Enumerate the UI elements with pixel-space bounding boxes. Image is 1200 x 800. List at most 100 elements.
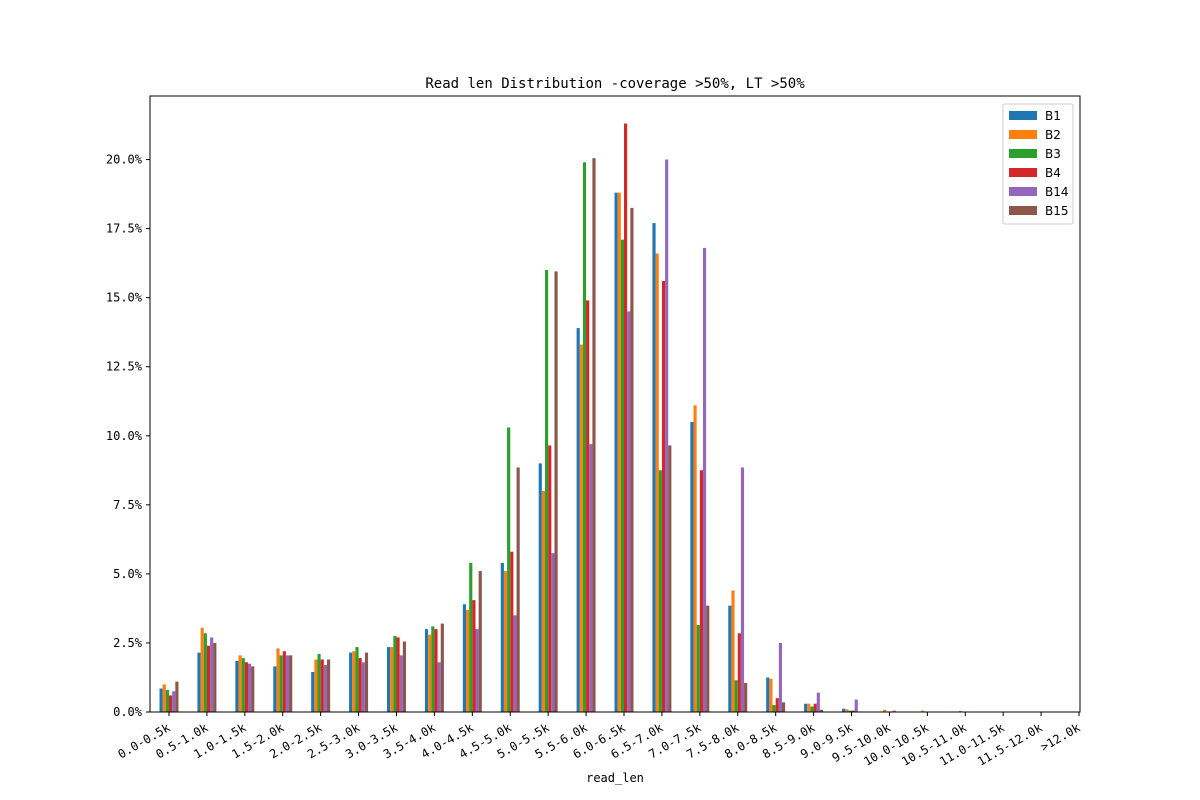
bar-B1-8.0-8.5k	[766, 677, 770, 712]
bar-B14-0.0-0.5k	[172, 691, 176, 712]
bar-B4-4.5-5.0k	[510, 551, 514, 712]
bar-B15-6.5-7.0k	[668, 445, 672, 712]
bar-B15-0.5-1.0k	[213, 642, 217, 712]
bars-layer	[159, 123, 963, 713]
bar-B2-0.5-1.0k	[200, 627, 204, 712]
bar-B15-1.5-2.0k	[289, 655, 293, 712]
y-tick-label: 20.0%	[106, 153, 143, 167]
bar-B3-0.0-0.5k	[165, 689, 169, 712]
bar-B2-10.5-11.0k	[958, 710, 963, 712]
bar-B2-5.0-5.5k	[541, 491, 546, 712]
legend-item-B2: B2	[1009, 128, 1061, 142]
bar-B4-1.5-2.0k	[282, 651, 286, 712]
bar-B1-3.0-3.5k	[387, 647, 391, 712]
bar-B14-4.5-5.0k	[513, 615, 517, 712]
legend: B1 B2 B3 B4 B14 B15	[1002, 103, 1074, 225]
series-B1	[159, 192, 922, 712]
bar-B1-2.0-2.5k	[311, 671, 315, 712]
bar-B3-1.0-1.5k	[241, 658, 245, 712]
bar-B15-2.0-2.5k	[326, 659, 331, 712]
bar-B14-7.5-8.0k	[740, 467, 745, 712]
bar-B1-9.0-9.5k	[842, 708, 846, 712]
bar-B1-1.0-1.5k	[235, 660, 239, 712]
bar-B1-5.5-6.0k	[576, 328, 580, 712]
bar-B1-3.5-4.0k	[424, 629, 429, 712]
bar-B1-2.5-3.0k	[349, 652, 353, 712]
bar-B4-3.0-3.5k	[396, 637, 400, 712]
bar-B15-5.5-6.0k	[592, 158, 596, 712]
x-axis-label: read_len	[586, 771, 644, 785]
bar-B14-4.0-4.5k	[475, 629, 479, 712]
bar-B15-4.5-5.0k	[516, 467, 520, 712]
bar-B15-7.5-8.0k	[744, 683, 748, 712]
bar-B2-5.5-6.0k	[579, 344, 583, 712]
bar-B2-6.5-7.0k	[655, 253, 659, 712]
y-tick-label: 10.0%	[106, 429, 143, 443]
series-B15	[175, 158, 861, 712]
legend-label: B4	[1045, 166, 1061, 180]
bar-B1-7.5-8.0k	[728, 605, 732, 712]
legend-label: B15	[1045, 204, 1069, 218]
bar-B15-5.0-5.5k	[554, 271, 558, 712]
bar-B3-3.5-4.0k	[431, 626, 435, 712]
bar-B14-5.0-5.5k	[551, 553, 555, 712]
bar-B3-4.5-5.0k	[507, 427, 511, 712]
bar-B2-1.0-1.5k	[238, 655, 242, 712]
series-B2	[162, 192, 963, 712]
bar-B2-10.0-10.5k	[921, 710, 925, 712]
bar-B4-6.5-7.0k	[661, 281, 666, 712]
bar-B1-1.5-2.0k	[273, 666, 277, 712]
bar-B1-8.5-9.0k	[804, 703, 808, 712]
bar-B14-6.0-6.5k	[627, 311, 631, 712]
bar-B2-4.0-4.5k	[466, 609, 470, 712]
legend-swatch	[1009, 111, 1037, 120]
bar-B14-5.5-6.0k	[589, 444, 593, 712]
bar-B1-0.0-0.5k	[159, 688, 163, 712]
y-axis: 0.0% 2.5% 5.0% 7.5% 10.0% 12.5% 15.0% 17.5% 20.0…	[106, 153, 150, 719]
legend-swatch	[1009, 130, 1037, 139]
bar-B2-2.0-2.5k	[314, 659, 318, 712]
bar-B4-2.0-2.5k	[320, 659, 324, 712]
bar-B4-8.0-8.5k	[775, 698, 779, 712]
bar-B15-0.0-0.5k	[175, 681, 179, 712]
legend-label: B1	[1045, 109, 1061, 123]
bar-B15-2.5-3.0k	[364, 652, 369, 712]
chart-title: Read len Distribution -coverage >50%, LT…	[425, 76, 805, 92]
bar-B3-3.0-3.5k	[393, 636, 397, 712]
bar-B3-2.5-3.0k	[355, 647, 359, 712]
plot-frame	[149, 95, 1081, 713]
bar-B14-6.5-7.0k	[665, 159, 669, 712]
bar-B4-2.5-3.0k	[358, 658, 362, 712]
bar-B4-5.5-6.0k	[586, 300, 590, 712]
bar-B4-1.0-1.5k	[244, 662, 248, 712]
bar-B4-3.5-4.0k	[434, 629, 438, 712]
bar-B4-0.0-0.5k	[169, 695, 173, 712]
y-tick-label: 2.5%	[113, 636, 143, 650]
bar-B3-6.0-6.5k	[620, 239, 624, 712]
bar-B4-6.0-6.5k	[624, 123, 628, 713]
bar-B2-3.5-4.0k	[428, 634, 432, 712]
bar-B3-4.0-4.5k	[469, 562, 473, 712]
series-B14	[172, 159, 896, 712]
bar-B1-4.5-5.0k	[500, 562, 504, 712]
bar-B3-9.0-9.5k	[848, 710, 852, 712]
bar-B15-7.0-7.5k	[706, 605, 710, 712]
bar-B14-9.0-9.5k	[854, 699, 858, 712]
bar-B14-3.5-4.0k	[437, 662, 441, 712]
bar-B2-9.0-9.5k	[845, 709, 849, 712]
legend-item-B1: B1	[1009, 109, 1061, 123]
legend-label: B14	[1045, 185, 1069, 199]
bar-B3-8.0-8.5k	[772, 705, 776, 712]
bar-B15-8.0-8.5k	[781, 702, 786, 712]
bar-B3-5.0-5.5k	[545, 270, 549, 712]
bar-B2-8.0-8.5k	[769, 678, 773, 712]
bar-B1-4.0-4.5k	[462, 604, 467, 712]
bar-B4-5.0-5.5k	[548, 445, 552, 712]
legend-label: B3	[1045, 147, 1061, 161]
series-B3	[165, 162, 890, 713]
bar-B14-2.5-3.0k	[361, 662, 365, 712]
bar-B14-3.0-3.5k	[399, 655, 403, 712]
legend-item-B14: B14	[1009, 185, 1069, 199]
legend-item-B15: B15	[1009, 204, 1069, 218]
